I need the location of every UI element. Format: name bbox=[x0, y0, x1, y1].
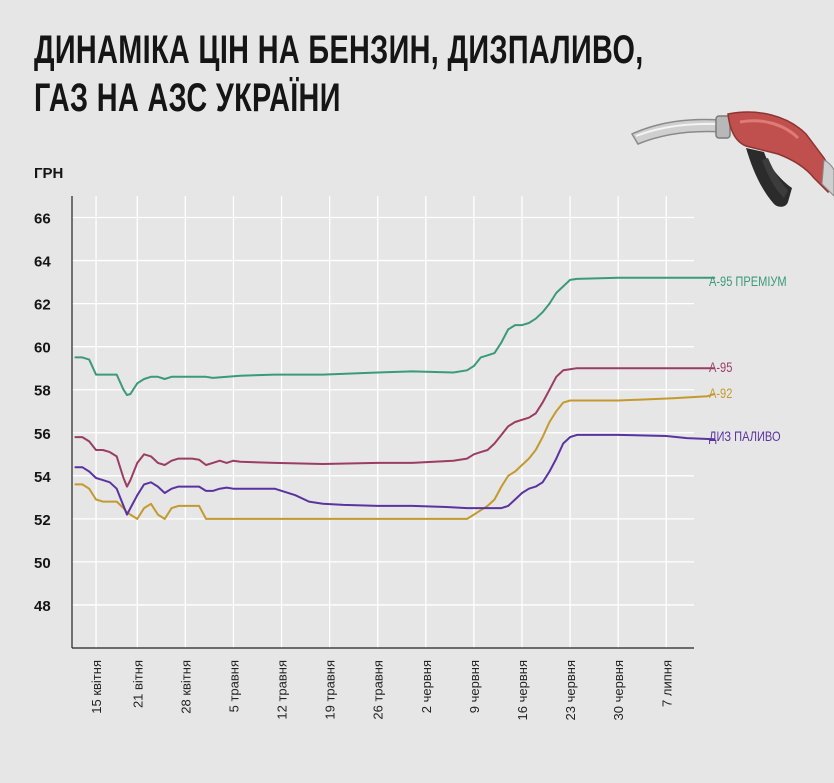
series-labels: А-95 ПРЕМІУМ А-95 А-92 ДИЗ ПАЛИВО bbox=[709, 274, 787, 444]
x-tick-label: 19 травня bbox=[323, 660, 338, 720]
series-line-1 bbox=[74, 276, 716, 397]
vertical-gridlines bbox=[95, 196, 667, 648]
x-tick-label: 16 червня bbox=[515, 660, 530, 720]
x-tick-label: 30 червня bbox=[611, 660, 626, 720]
series-lines bbox=[74, 276, 716, 520]
y-tick-label: 64 bbox=[34, 254, 51, 271]
y-tick-label: 48 bbox=[34, 598, 51, 615]
y-tick-label: 54 bbox=[34, 469, 51, 486]
x-tick-label: 23 червня bbox=[563, 660, 578, 720]
x-tick-label: 7 липня bbox=[659, 660, 674, 707]
x-tick-label: 5 травня bbox=[226, 660, 241, 712]
x-axis-tick-labels: 15 квітня 21 вітня 28 квітня 5 травня 12 тра… bbox=[89, 660, 674, 720]
series-label-3: А-92 bbox=[709, 386, 732, 401]
x-tick-label: 9 червня bbox=[467, 660, 482, 713]
fuel-nozzle-icon bbox=[630, 111, 834, 207]
series-label-2: А-95 bbox=[709, 360, 732, 375]
x-tick-label: 21 вітня bbox=[130, 660, 145, 708]
series-line-2 bbox=[74, 367, 716, 488]
horizontal-gridlines bbox=[72, 216, 694, 606]
x-tick-label: 12 травня bbox=[275, 660, 290, 720]
y-tick-label: 62 bbox=[34, 297, 51, 314]
x-tick-label: 15 квітня bbox=[89, 660, 104, 714]
title-line-2: ГАЗ НА АЗС УКРАЇНИ bbox=[34, 76, 341, 120]
y-axis-label: ГРН bbox=[34, 165, 63, 182]
y-tick-label: 52 bbox=[34, 512, 51, 529]
title-line-1: ДИНАМІКА ЦІН НА БЕНЗИН, ДИЗПАЛИВО, bbox=[34, 28, 644, 72]
y-tick-label: 60 bbox=[34, 340, 51, 357]
series-line-4 bbox=[74, 433, 716, 516]
y-tick-label: 50 bbox=[34, 555, 51, 572]
y-tick-label: 56 bbox=[34, 426, 51, 443]
y-tick-label: 66 bbox=[34, 211, 51, 228]
series-label-4: ДИЗ ПАЛИВО bbox=[709, 429, 781, 444]
x-tick-label: 2 червня bbox=[419, 660, 434, 713]
chart-title: ДИНАМІКА ЦІН НА БЕНЗИН, ДИЗПАЛИВО, ГАЗ Н… bbox=[34, 26, 644, 122]
y-tick-label: 58 bbox=[34, 383, 51, 400]
x-tick-label: 26 травня bbox=[371, 660, 386, 720]
y-axis-tick-labels: 48 50 52 54 56 58 60 62 64 66 bbox=[34, 211, 51, 615]
series-label-1: А-95 ПРЕМІУМ bbox=[709, 274, 787, 289]
x-tick-label: 28 квітня bbox=[178, 660, 193, 714]
